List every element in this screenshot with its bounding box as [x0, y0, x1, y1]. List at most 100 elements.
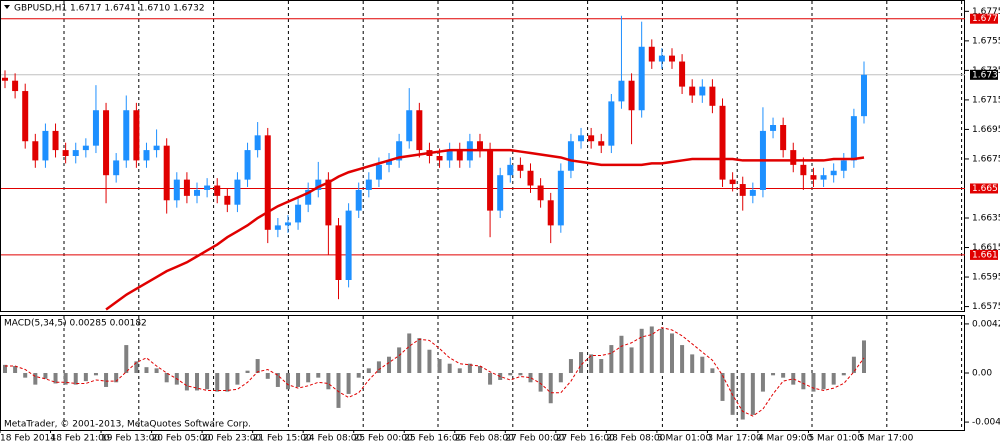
candle-body [476, 141, 483, 151]
macd-bar [568, 359, 573, 373]
candle-body [123, 110, 130, 161]
candle-body [42, 130, 49, 161]
x-tick-label: 5 Mar 17:00 [859, 434, 914, 444]
candle-body [355, 189, 362, 211]
candle-body [840, 160, 847, 171]
candle-body [143, 150, 150, 161]
macd-bar [609, 345, 614, 373]
macd-bar [73, 373, 78, 385]
macd-bar [518, 373, 523, 376]
candle-body [194, 189, 201, 196]
macd-bar [235, 373, 240, 385]
macd-bar [93, 373, 98, 376]
macd-bar [528, 373, 533, 383]
candle-body [850, 116, 857, 161]
x-tick-label: 27 Feb 16:00 [556, 434, 615, 444]
y-tick-label: 1.6675 [972, 154, 1000, 164]
candle-body [153, 145, 160, 151]
candle-body [345, 210, 352, 280]
macd-bar [700, 356, 705, 373]
candle-body [497, 175, 504, 211]
candle-body [608, 101, 615, 146]
candle-body [335, 225, 342, 280]
candle-body [588, 135, 595, 142]
macd-bar [680, 345, 685, 373]
macd-bar [53, 373, 58, 384]
macd-bar [669, 333, 674, 373]
y-tick-label: 1.6615 [972, 243, 1000, 253]
candle-body [173, 179, 180, 201]
y-tick-label: 1.6635 [972, 214, 1000, 224]
macd-bar [508, 373, 513, 376]
candle-body [699, 86, 706, 96]
macd-bar [579, 352, 584, 373]
macd-bar [771, 373, 776, 376]
candle-body [224, 195, 231, 205]
candle-body [254, 135, 261, 151]
macd-bar [326, 373, 331, 390]
y-tick-label: 1.6575 [972, 302, 1000, 312]
candle-body [557, 170, 564, 226]
candle-body [446, 150, 453, 161]
macd-bar [437, 359, 442, 373]
candle-body [547, 200, 554, 226]
candle-body [648, 46, 655, 62]
macd-bar [710, 368, 715, 373]
candle-body [295, 204, 302, 223]
candle-body [72, 150, 79, 156]
candle-body [618, 80, 625, 102]
candle-body [729, 179, 736, 185]
macd-bar [467, 363, 472, 373]
x-tick-label: 25 Feb 16:00 [404, 434, 463, 444]
macd-bar [629, 347, 634, 373]
candle-body [204, 185, 211, 190]
candle-body [163, 145, 170, 201]
candle-body [365, 179, 372, 190]
candle-body [861, 74, 867, 117]
candle-body [527, 170, 534, 186]
macd-bar [690, 354, 695, 373]
macd-bar [23, 373, 28, 378]
macd-bar [154, 368, 159, 373]
candle-body [406, 110, 413, 142]
candle-body [578, 135, 585, 142]
candle-body [52, 130, 59, 151]
y-tick-label: 1.6715 [972, 95, 1000, 105]
x-tick-label: 21 Feb 15:00 [253, 434, 312, 444]
candle-body [800, 164, 807, 176]
price-panel [0, 0, 965, 312]
candle-body [719, 105, 726, 180]
macd-bar [346, 373, 351, 394]
macd-bar [548, 373, 553, 404]
x-tick-label: 28 Feb 08:00 [606, 434, 665, 444]
x-tick-label: 27 Feb 00:00 [505, 434, 564, 444]
candle-body [22, 91, 29, 142]
macd-bar [306, 373, 311, 383]
macd-bar [649, 326, 654, 373]
macd-bar [33, 373, 38, 385]
candle-body [103, 110, 110, 176]
y-tick-label: 0.00422 [972, 319, 1000, 329]
macd-bar [720, 373, 725, 401]
macd-bar [447, 363, 452, 373]
macd-bar [841, 373, 846, 376]
candle-body [32, 141, 39, 161]
macd-bar [558, 373, 563, 383]
level-tag [970, 183, 998, 194]
macd-bar [356, 373, 361, 378]
macd-bar [285, 373, 290, 390]
macd-bar [184, 373, 189, 391]
candle-body [214, 185, 221, 196]
macd-bar [376, 361, 381, 373]
macd-title: MACD(5,34,5) 0.00285 0.00182 [4, 319, 147, 329]
y-tick-label: 1.6775 [972, 7, 1000, 17]
collapse-icon[interactable] [4, 5, 10, 9]
macd-bar [862, 340, 866, 373]
macd-bar [760, 373, 765, 392]
candle-body [375, 164, 382, 180]
x-tick-label: 18 Feb 21:00 [51, 434, 110, 444]
footer: MetaTrader, © 2001-2013, MetaQuotes Soft… [4, 420, 251, 430]
level-tag [970, 249, 998, 260]
candle-body [810, 175, 817, 180]
x-tick-label: 3 Mar 17:00 [707, 434, 762, 444]
